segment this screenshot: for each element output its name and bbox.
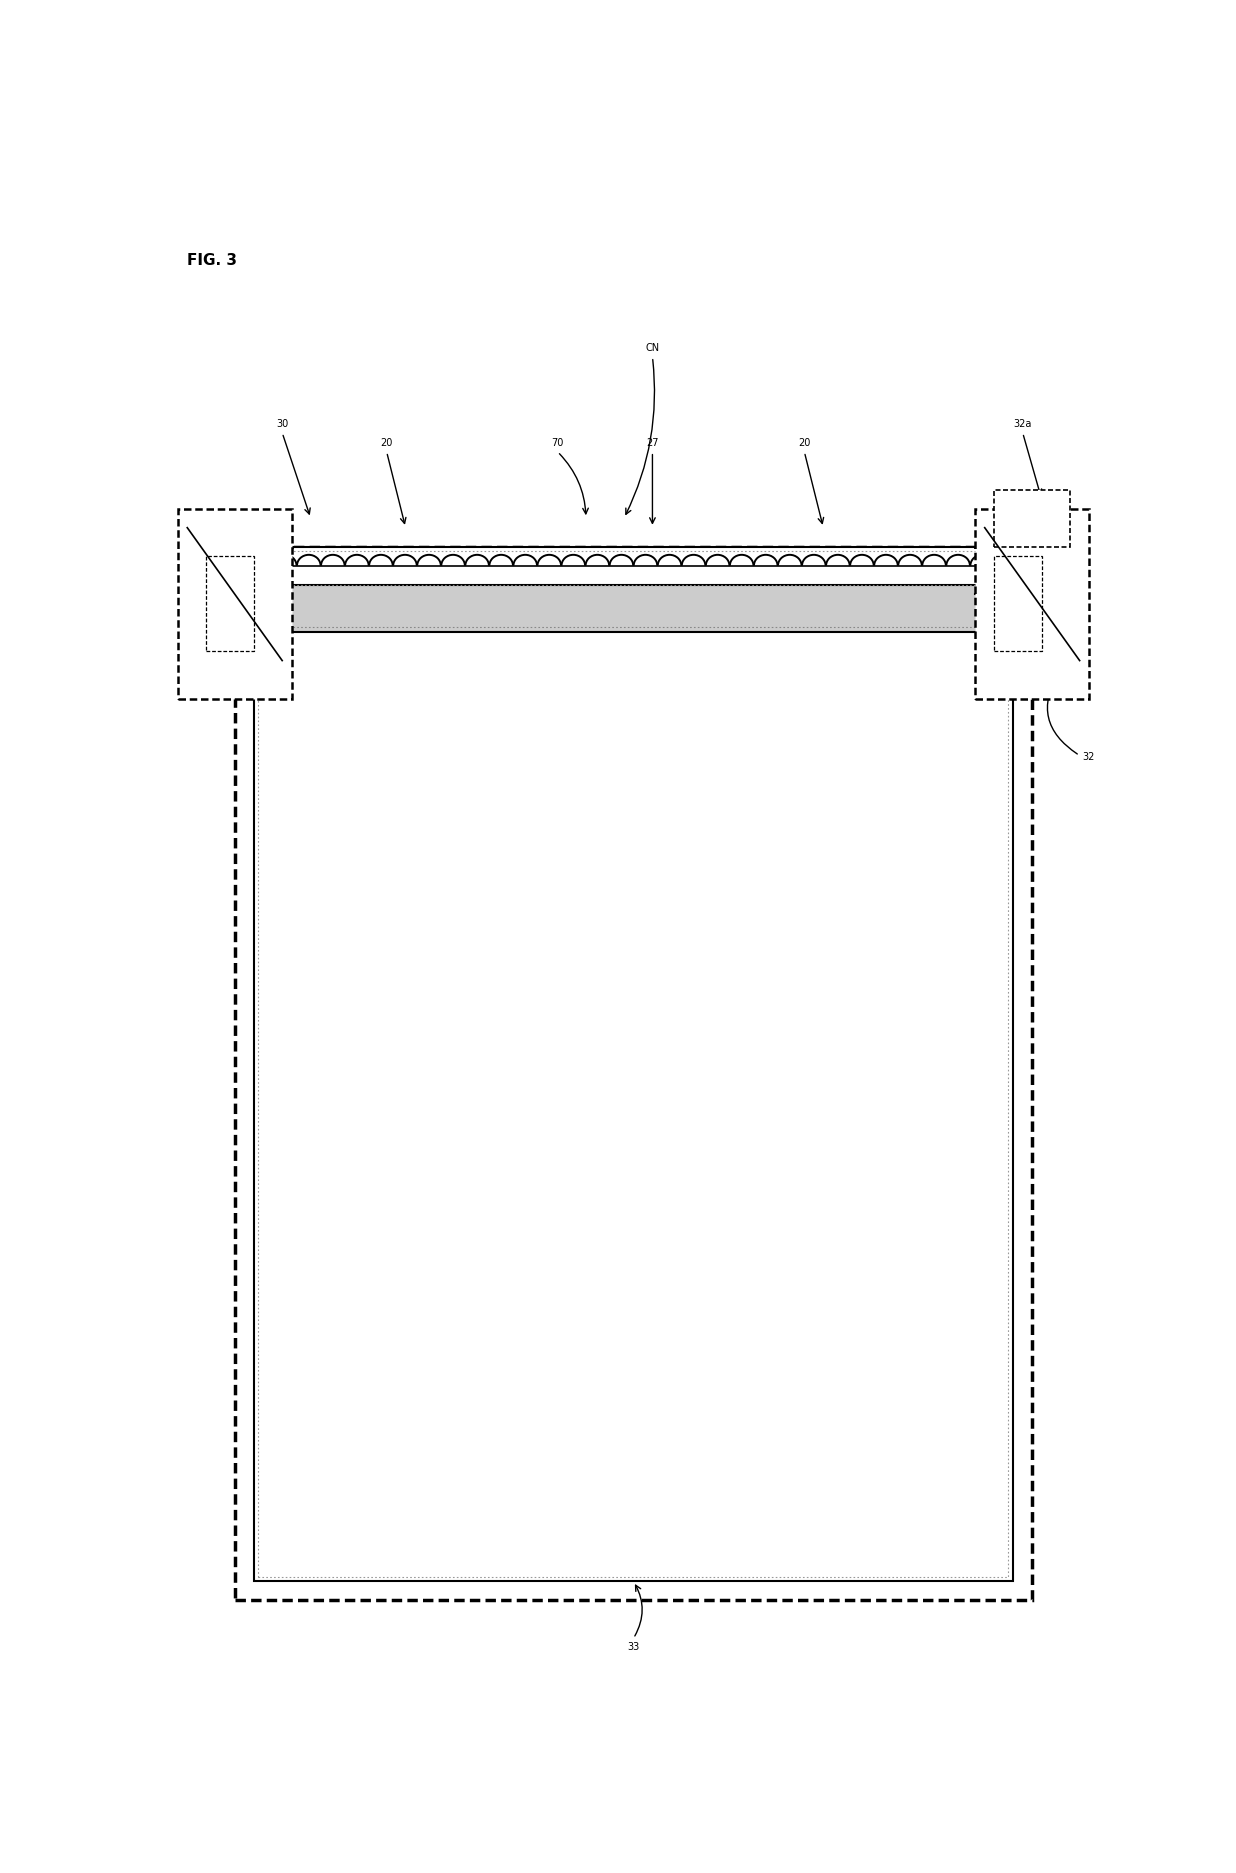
Text: CN: CN [645, 343, 660, 352]
Bar [253, 584, 1014, 633]
Text: 20: 20 [381, 438, 393, 448]
Text: 27: 27 [646, 438, 659, 448]
Text: 70: 70 [551, 438, 564, 448]
Bar [235, 547, 1032, 1601]
Text: 33: 33 [628, 1641, 639, 1652]
Bar [206, 556, 253, 652]
Bar [975, 509, 1089, 699]
Text: FIG. 3: FIG. 3 [188, 253, 237, 268]
Bar [994, 491, 1070, 547]
Bar [253, 547, 1014, 1581]
Bar [258, 553, 1009, 1577]
Bar [178, 509, 292, 699]
Text: 32: 32 [1083, 751, 1095, 760]
Text: 32a: 32a [1014, 420, 1032, 429]
Bar [994, 556, 1042, 652]
Text: 30: 30 [276, 420, 288, 429]
Text: 20: 20 [798, 438, 811, 448]
